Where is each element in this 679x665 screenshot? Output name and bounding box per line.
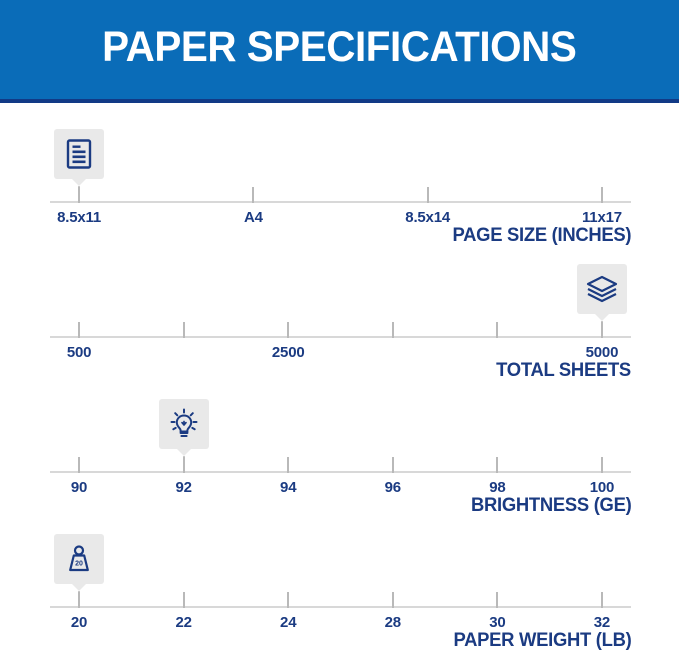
marker-chip (54, 129, 105, 179)
marker-pointer (176, 449, 191, 456)
header-banner: PAPER SPECIFICATIONS (0, 0, 679, 103)
marker-track-page-size (50, 123, 631, 201)
axis-tick (391, 592, 394, 608)
axis-tick (391, 457, 394, 473)
axis-tick-label: 100 (589, 479, 615, 496)
marker-chip (158, 399, 209, 449)
axis-tick-label: 2500 (271, 344, 305, 361)
weight-icon: 20 (65, 544, 93, 574)
marker-pointer (72, 584, 87, 591)
spec-row-paper-weight: 20 20 22 24 28 30 32 PAPER WEIGHT (LB) (0, 508, 679, 651)
axis-line (50, 606, 631, 608)
axis-tick (182, 592, 185, 608)
axis-page-size[interactable]: 8.5x11 A4 8.5x14 11x17 (50, 187, 631, 226)
axis-tick (600, 457, 603, 473)
axis-tick-label: 28 (384, 614, 402, 631)
marker-brightness[interactable] (158, 399, 209, 471)
axis-tick-label: 8.5x14 (405, 209, 450, 226)
stacked-sheets-icon (586, 275, 618, 303)
axis-tick (287, 592, 290, 608)
axis-tick (182, 322, 185, 338)
axis-brightness[interactable]: 90 92 94 96 98 100 (50, 457, 631, 496)
lightbulb-icon (169, 408, 199, 440)
section-label-paper-weight: PAPER WEIGHT (LB) (453, 630, 631, 651)
axis-tick (391, 322, 394, 338)
axis-tick-label: 98 (489, 479, 506, 496)
axis-tick (600, 187, 603, 203)
marker-track-paper-weight: 20 (50, 528, 631, 606)
axis-tick (78, 322, 81, 338)
section-label-page-size: PAGE SIZE (INCHES) (452, 225, 631, 246)
weight-icon-value: 20 (75, 561, 83, 568)
marker-pointer (72, 179, 87, 186)
axis-tick-label: A4 (243, 209, 263, 226)
spec-row-page-size: 8.5x11 A4 8.5x14 11x17 PAGE SIZE (INCHES) (0, 103, 679, 246)
section-label-brightness: BRIGHTNESS (GE) (470, 495, 632, 516)
axis-tick (600, 592, 603, 608)
axis-tick (426, 187, 429, 203)
marker-total-sheets[interactable] (576, 264, 627, 336)
axis-total-sheets[interactable]: 500 2500 5000 (50, 322, 631, 361)
axis-tick (78, 457, 81, 473)
axis-tick-label: 94 (280, 479, 297, 496)
axis-tick (252, 187, 255, 203)
document-icon (66, 139, 92, 169)
axis-paper-weight[interactable]: 20 22 24 28 30 32 (50, 592, 631, 631)
axis-tick-label: 24 (280, 614, 297, 631)
axis-line (50, 336, 631, 338)
section-label-total-sheets: TOTAL SHEETS (496, 360, 631, 381)
marker-track-brightness (50, 393, 631, 471)
spec-row-brightness: 90 92 94 96 98 100 BRIGHTNESS (GE) (0, 373, 679, 516)
axis-tick (78, 592, 81, 608)
axis-line (50, 471, 631, 473)
axis-tick (78, 187, 81, 203)
spec-row-total-sheets: 500 2500 5000 TOTAL SHEETS (0, 238, 679, 381)
axis-tick (496, 457, 499, 473)
axis-tick-label: 8.5x11 (57, 209, 101, 226)
axis-tick-label: 500 (66, 344, 92, 361)
axis-tick-label: 96 (384, 479, 402, 496)
marker-page-size[interactable] (54, 129, 105, 201)
marker-chip: 20 (54, 534, 105, 584)
marker-chip (576, 264, 627, 314)
axis-tick (496, 322, 499, 338)
axis-tick-label: 5000 (585, 344, 619, 361)
axis-tick-label: 30 (489, 614, 506, 631)
page-title: PAPER SPECIFICATIONS (102, 23, 577, 71)
axis-tick (496, 592, 499, 608)
axis-tick (287, 322, 290, 338)
axis-tick (182, 457, 185, 473)
axis-tick-label: 32 (593, 614, 611, 631)
marker-track-total-sheets (50, 258, 631, 336)
axis-line (50, 201, 631, 203)
axis-tick (287, 457, 290, 473)
axis-tick (600, 322, 603, 338)
axis-tick-label: 20 (70, 614, 88, 631)
marker-pointer (594, 314, 609, 321)
axis-tick-label: 90 (70, 479, 88, 496)
axis-tick-label: 22 (175, 614, 192, 631)
axis-tick-label: 92 (175, 479, 192, 496)
axis-tick-label: 11x17 (581, 209, 622, 226)
